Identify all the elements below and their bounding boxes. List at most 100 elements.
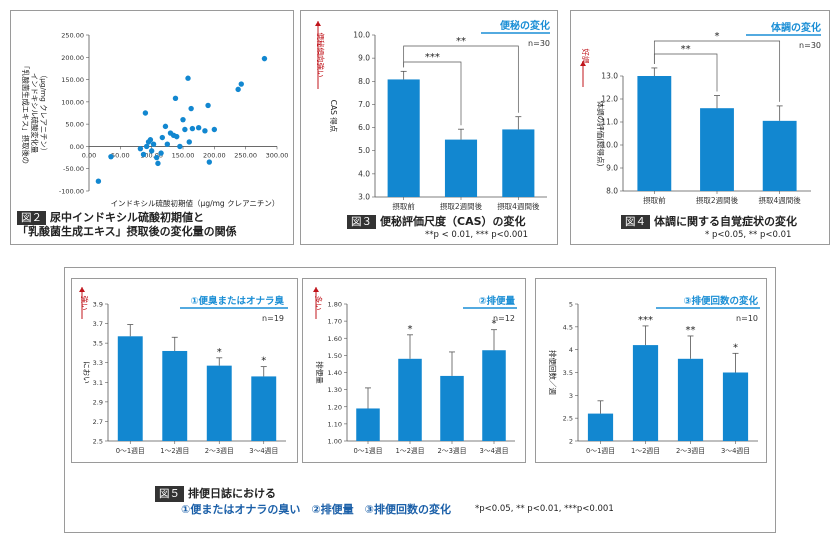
fig5a-panel: 3.9 3.7 3.5 3.3 3.1 2.9 2.7 2.5 0〜1週目 1〜2週目 2〜3週目 *… [71, 278, 298, 463]
bar-4 [251, 376, 277, 441]
fig2-caption: 図２ 尿中インドキシル硫酸初期値と 「乳酸菌生成エキス」摂取後の変化量の関係 [17, 211, 237, 239]
chart-title: ②排便量 [478, 295, 515, 307]
y-tick-label: 3 [569, 392, 573, 400]
sample-size-label: n=30 [799, 41, 821, 50]
direction-label: 便秘傾向強い [316, 33, 326, 78]
direction-label: 好調 [581, 49, 591, 64]
sample-size-label: n=30 [528, 39, 550, 48]
y-tick-label: 3.0 [358, 193, 370, 202]
direction-arrowhead [313, 287, 319, 292]
data-point [261, 55, 268, 62]
data-point [158, 150, 164, 156]
y-tick-label: 5.0 [358, 146, 370, 155]
data-point [188, 105, 194, 112]
bar-4 [722, 372, 749, 441]
bar-2 [700, 108, 734, 191]
y-tick-label: 1.70 [328, 318, 342, 326]
direction-arrowhead [79, 287, 85, 292]
fig5c-bar-chart: 5 4.5 4 3.5 3 2.5 2 0〜1週目 1〜2週目 *** 2〜3週目 ** 3〜4週目 * ③… [548, 295, 760, 455]
fig2-scatter-chart: 250.00 200.00 150.00 100.00 50.00 0.00 -50.00 -… [21, 32, 289, 209]
data-point [211, 126, 218, 133]
data-point [142, 110, 149, 116]
data-point [235, 86, 241, 93]
data-point [159, 134, 166, 141]
y-tick-label: 7.0 [358, 100, 370, 109]
x-tick-label: 3〜4週目 [721, 446, 750, 455]
significance-mark: * [408, 324, 413, 335]
bar-2 [444, 139, 478, 197]
x-tick-label: 3〜4週目 [479, 446, 508, 455]
sample-size-label: n=19 [262, 314, 284, 323]
y-tick-label: 1.10 [328, 420, 342, 428]
direction-label: 多い [314, 296, 324, 311]
significance-mark: ** [686, 325, 696, 336]
x-tick-label: 300.00 [266, 151, 289, 159]
y-tick-label: 3.9 [93, 301, 103, 309]
x-tick-label: 1〜2週目 [395, 446, 424, 455]
x-tick-label: 1〜2週目 [160, 446, 189, 455]
data-point [143, 143, 150, 150]
data-point [150, 141, 157, 147]
bar-4 [482, 350, 506, 441]
y-tick-label: 2.9 [93, 398, 103, 406]
y-tick-label: -100.00 [59, 188, 84, 196]
bar-1 [637, 76, 672, 191]
y-tick-label: 9.0 [358, 54, 370, 63]
fig2-panel: 250.00 200.00 150.00 100.00 50.00 0.00 -50.00 -… [10, 10, 294, 245]
data-point [164, 141, 171, 147]
y-tick-label: 250.00 [61, 32, 84, 40]
x-tick-label: 摂取2週間後 [696, 195, 739, 205]
x-tick-label: 0〜1週目 [353, 446, 382, 455]
x-tick-label: 2〜3週目 [205, 446, 234, 455]
x-tick-label: 150.00 [172, 151, 195, 159]
fig5-note: *p<0.05, ** p<0.01, ***p<0.001 [475, 504, 614, 514]
bar-3 [502, 129, 535, 197]
data-point [205, 102, 211, 109]
y-tick-label: 2.7 [93, 418, 103, 426]
y-tick-label: 13.0 [601, 72, 618, 81]
y-tick-label: 50.00 [65, 121, 84, 129]
y-tick-label: 6.0 [358, 123, 370, 132]
y-axis-label: 体調の評価(総得点) [596, 101, 606, 167]
y-tick-label: 10.0 [601, 141, 618, 150]
fig4-note: * p<0.05, ** p<0.01 [705, 230, 792, 240]
fig5-caption: 図５ 排便日誌における ①便またはオナラの臭い ②排便量 ③排便回数の変化 [155, 486, 451, 518]
x-tick-label: 2〜3週目 [676, 446, 705, 455]
bar-1 [587, 413, 614, 441]
data-point [148, 148, 155, 154]
significance-mark: * [733, 342, 738, 353]
chart-title: ③排便回数の変化 [683, 295, 758, 307]
fig5-panel: 3.9 3.7 3.5 3.3 3.1 2.9 2.7 2.5 0〜1週目 1〜2週目 2〜3週目 *… [64, 267, 776, 533]
direction-arrowhead [315, 21, 321, 26]
data-point [180, 116, 186, 123]
data-point [185, 75, 191, 81]
fig3-panel: 10.0 9.0 8.0 7.0 6.0 5.0 4.0 3.0 摂取前 摂取2週間後 摂取4週間後… [300, 10, 558, 245]
sample-size-label: n=12 [493, 314, 515, 323]
y-axis-label: 排便回数／週 [548, 350, 558, 395]
fig5-caption-line1: 排便日誌における [188, 487, 276, 500]
y-axis-label: 排便量 [315, 361, 325, 384]
significance-bracket [653, 40, 781, 102]
bar-2 [632, 345, 659, 441]
x-tick-label: 2〜3週目 [437, 446, 466, 455]
bracket-significance-label: ** [456, 36, 466, 47]
y-tick-label: 2 [569, 438, 573, 446]
data-point [140, 151, 147, 158]
chart-title: 体調の変化 [771, 21, 821, 34]
y-tick-label: 8.0 [358, 77, 370, 86]
y-tick-label: 4.5 [563, 323, 573, 331]
y-tick-label: 1.80 [328, 301, 342, 309]
fig5b-panel: 1.80 1.70 1.60 1.50 1.40 1.30 1.20 1.10 1.00 0〜1週… [302, 278, 526, 463]
x-tick-label: 摂取4週間後 [497, 201, 540, 211]
fig4-panel: 13.0 12.0 11.0 10.0 9.0 8.0 摂取前 摂取2週間後 摂取4週間後 ** *… [570, 10, 830, 245]
y-tick-label: 12.0 [601, 95, 618, 104]
y-tick-label: 1.20 [328, 403, 342, 411]
fig2-caption-line1: 尿中インドキシル硫酸初期値と [50, 211, 204, 224]
fig5a-bar-chart: 3.9 3.7 3.5 3.3 3.1 2.9 2.7 2.5 0〜1週目 1〜2週目 2〜3週目 *… [79, 287, 288, 455]
y-tick-label: 4.0 [358, 169, 370, 178]
data-point [155, 160, 161, 167]
data-point [153, 154, 160, 161]
y-axis-label-line: インドキシル硫酸変化量 [30, 73, 39, 153]
y-tick-label: 11.0 [601, 118, 618, 127]
